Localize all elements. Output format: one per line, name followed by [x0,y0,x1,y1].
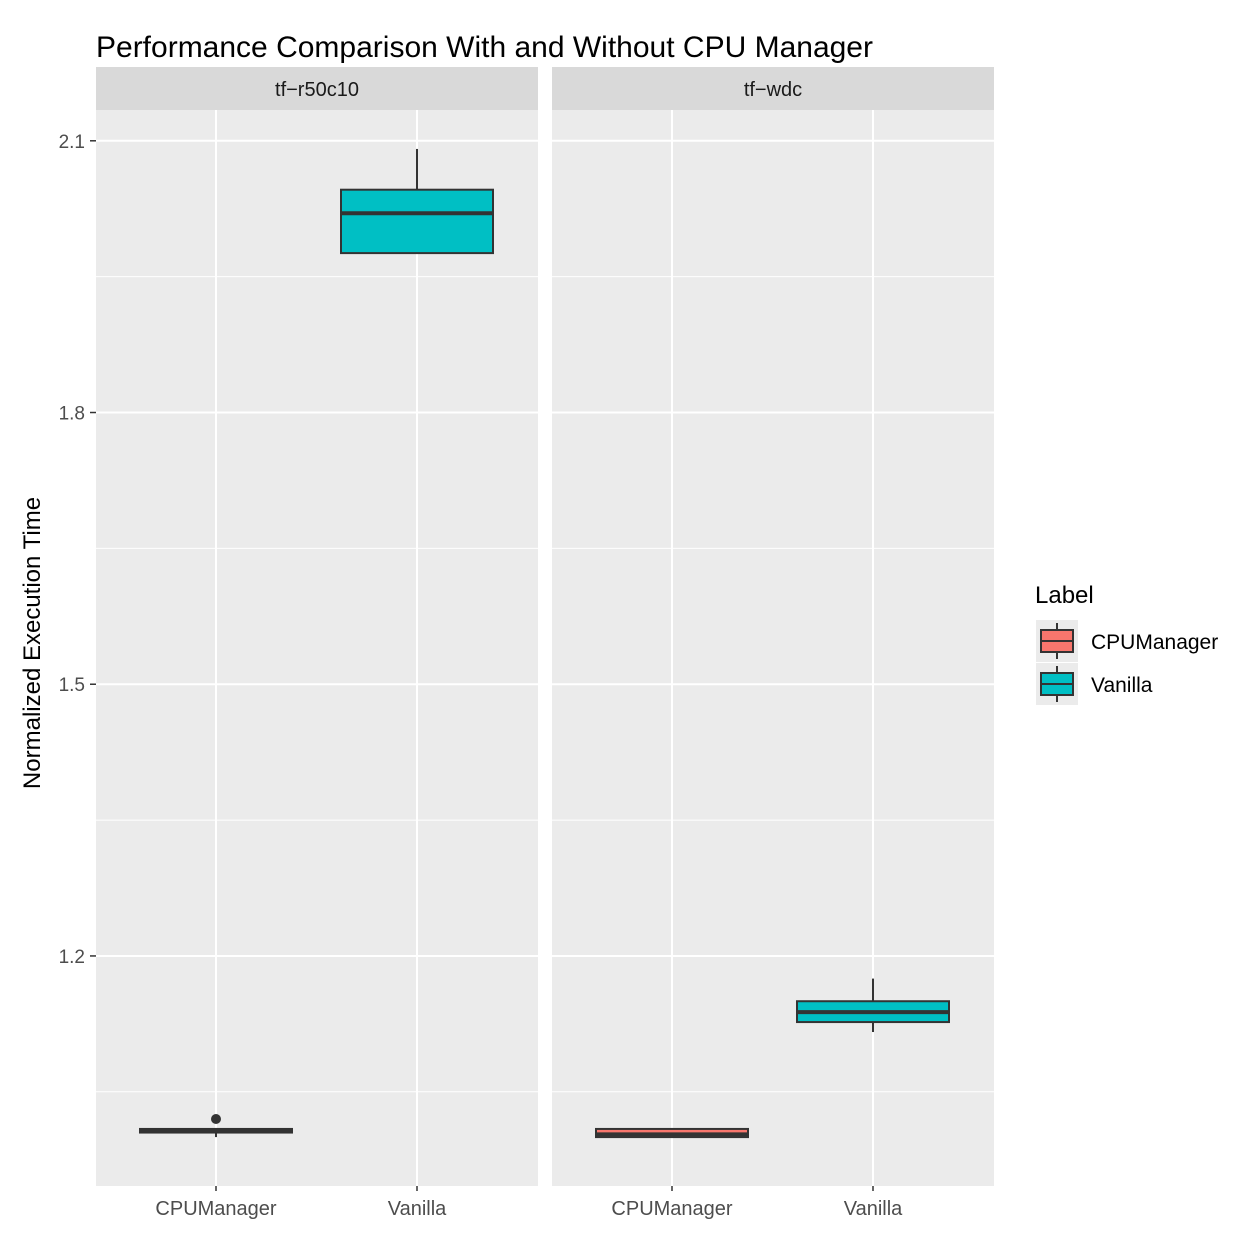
x-tick-label: CPUManager [611,1198,733,1220]
panel-strip-label: tf−wdc [744,79,802,101]
legend: Label CPUManager Vanilla [1035,582,1218,705]
y-tick-label: 2.1 [59,132,85,153]
chart-title: Performance Comparison With and Without … [96,31,873,64]
y-axis-label: Normalized Execution Time [19,497,46,789]
box-CPUManager [139,1113,293,1138]
panel-strip [552,67,994,110]
panel-background [96,110,538,1186]
panel-strip-label: tf−r50c10 [275,79,359,101]
x-tick-label: Vanilla [388,1198,447,1220]
panel-0: tf−r50c10 CPUManager Vanilla [96,67,538,1220]
box [340,188,494,255]
box-Vanilla [340,148,494,255]
y-tick-label: 1.8 [59,404,85,425]
outlier-point [211,1113,221,1124]
x-tick-label: CPUManager [155,1198,277,1220]
legend-title: Label [1035,582,1094,609]
box-Vanilla [796,978,950,1033]
legend-label: CPUManager [1091,631,1218,654]
x-tick-label: Vanilla [844,1198,903,1220]
panel-strip [96,67,538,110]
box-CPUManager [595,1127,749,1139]
legend-label: Vanilla [1091,674,1153,697]
panel-background [552,110,994,1186]
y-tick-label: 1.5 [59,675,85,696]
panel-1: tf−wdc CPUManager Vanilla [552,67,994,1220]
y-tick-label: 1.2 [59,947,85,968]
